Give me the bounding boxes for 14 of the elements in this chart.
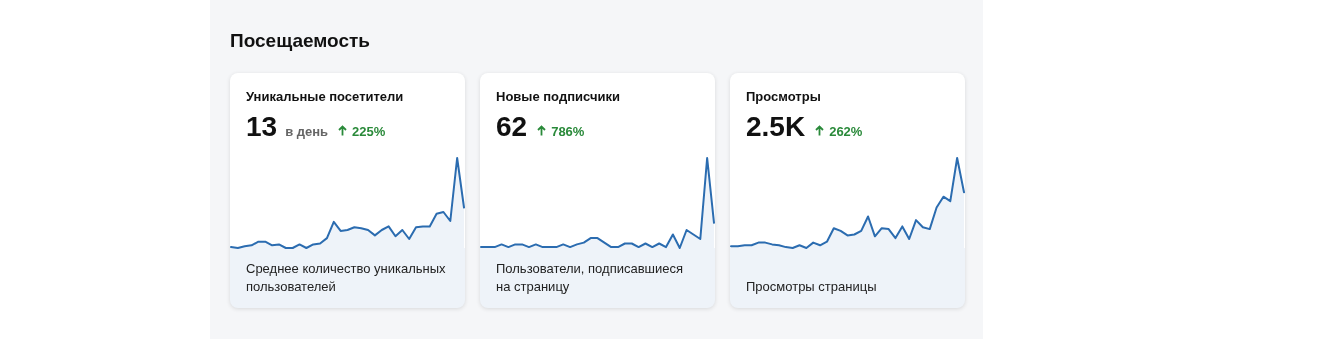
- chart-title: Новые подписчики: [496, 89, 620, 104]
- chart-subtitle: 13: [246, 111, 278, 143]
- chart-title: Уникальные посетители: [246, 89, 404, 104]
- text: Посещаемость: [230, 30, 371, 52]
- text: в день: [285, 124, 329, 139]
- text: 225%: [352, 124, 386, 139]
- text: 262%: [829, 124, 863, 139]
- chart-title: Просмотры: [746, 89, 821, 104]
- text: 786%: [551, 124, 585, 139]
- chart-subtitle: 62: [496, 111, 528, 143]
- text: Пользователи, подписавшиеся на страницу: [496, 260, 685, 296]
- text: Просмотры страницы: [746, 278, 878, 296]
- text: Среднее количество уникальных пользователей: [246, 260, 447, 296]
- chart-subtitle: 2.5K: [746, 111, 806, 143]
